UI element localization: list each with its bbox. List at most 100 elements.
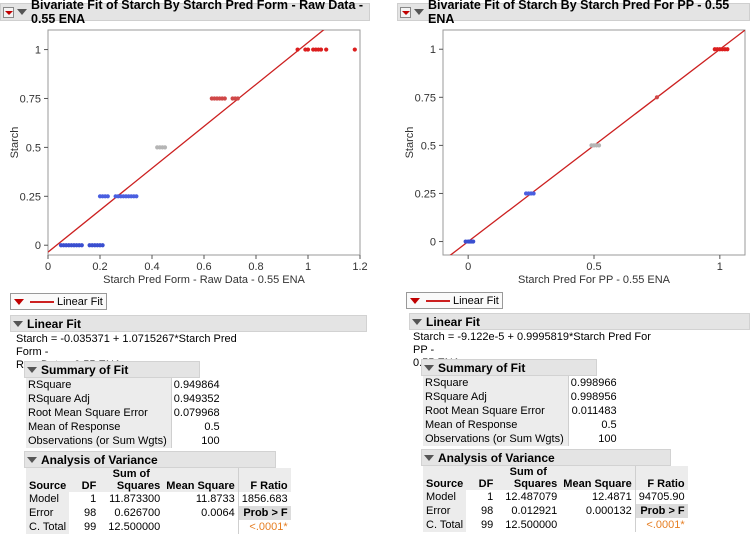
y-tick-label: 0.5: [26, 142, 41, 154]
data-point: [162, 145, 168, 150]
data-point: [324, 47, 329, 52]
summary-value: 0.079968: [173, 407, 220, 419]
anova-row: Model 1 11.873300 11.8733 1856.683: [26, 492, 291, 506]
y-tick-label: 0.25: [20, 191, 41, 203]
anova-col-header[interactable]: Mean Square: [163, 468, 239, 492]
fit-line: [48, 30, 325, 253]
anova-cell: 1: [90, 493, 97, 505]
right-linear-fit-header[interactable]: Linear Fit: [409, 313, 750, 330]
anova-col-header[interactable]: Sum of Squares: [496, 466, 561, 490]
x-tick-label: 1.2: [352, 261, 367, 273]
anova-col-header[interactable]: Sum of Squares: [99, 468, 164, 492]
summary-value: 0.949864: [173, 379, 220, 391]
anova-cell: Error: [26, 506, 70, 520]
left-outline-header[interactable]: Bivariate Fit of Starch By Starch Pred F…: [0, 0, 370, 26]
anova-row: Error 98 0.626700 0.0064 Prob > F: [26, 506, 291, 520]
summary-label: Mean of Response: [423, 418, 569, 432]
anova-cell: [163, 520, 238, 534]
collapse-triangle-icon[interactable]: [424, 364, 434, 371]
right-summary-header[interactable]: Summary of Fit: [421, 359, 597, 376]
disclosure-menu-icon[interactable]: [3, 6, 14, 18]
collapse-triangle-icon[interactable]: [27, 366, 37, 373]
anova-col-header[interactable]: F Ratio: [237, 468, 291, 492]
summary-row: RSquare Adj 0.998956: [423, 390, 621, 404]
anova-row: C. Total 99 12.500000 <.0001*: [423, 518, 688, 532]
summary-value: 0.011483: [571, 405, 617, 417]
data-point: [305, 47, 311, 52]
collapse-triangle-icon[interactable]: [13, 320, 23, 327]
left-linear-fit-header[interactable]: Linear Fit: [10, 315, 367, 332]
collapse-triangle-icon[interactable]: [27, 456, 37, 463]
data-point: [596, 143, 602, 148]
anova-col-header[interactable]: DF: [466, 466, 497, 490]
collapse-triangle-icon[interactable]: [412, 318, 422, 325]
right-panel: Bivariate Fit of Starch By Starch Pred F…: [397, 0, 750, 539]
left-anova-header[interactable]: Analysis of Variance: [24, 451, 276, 468]
legend-label: Linear Fit: [57, 295, 103, 308]
left-legend[interactable]: Linear Fit: [10, 293, 107, 310]
data-point: [235, 96, 240, 101]
anova-col-header[interactable]: DF: [69, 468, 100, 492]
legend-menu-icon[interactable]: [14, 298, 24, 305]
anova-cell: Prob > F: [634, 504, 688, 518]
legend-menu-icon[interactable]: [410, 297, 420, 304]
anova-cell: Error: [423, 504, 467, 518]
anova-col-header[interactable]: Source: [423, 466, 467, 490]
linear-fit-title: Linear Fit: [27, 316, 82, 331]
y-tick-label: 1: [35, 45, 41, 57]
summary-row: RSquare 0.998966: [423, 376, 621, 390]
right-outline-header[interactable]: Bivariate Fit of Starch By Starch Pred F…: [397, 0, 750, 26]
anova-cell: 99: [481, 519, 494, 531]
data-point: [100, 243, 105, 248]
right-summary-table: RSquare 0.998966 RSquare Adj 0.998956 Root M…: [423, 376, 621, 446]
plot-frame: [47, 29, 361, 256]
right-legend[interactable]: Linear Fit: [406, 292, 503, 309]
anova-col-header[interactable]: F Ratio: [634, 466, 688, 490]
collapse-triangle-icon[interactable]: [414, 9, 424, 15]
anova-cell: 11.8733: [195, 493, 235, 505]
disclosure-menu-icon[interactable]: [400, 6, 411, 18]
x-tick-label: 0.5: [586, 261, 601, 273]
summary-row: Observations (or Sum Wgts) 100: [26, 434, 224, 448]
legend-line-swatch: [426, 299, 450, 302]
anova-cell: 12.487079: [505, 491, 558, 503]
data-point: [222, 96, 227, 101]
y-tick-label: 0.25: [415, 188, 436, 200]
left-title: Bivariate Fit of Starch By Starch Pred F…: [31, 0, 364, 26]
collapse-triangle-icon[interactable]: [17, 9, 27, 15]
left-summary-table: RSquare 0.949864 RSquare Adj 0.949352 Root M…: [26, 378, 224, 448]
anova-col-header[interactable]: Mean Square: [560, 466, 636, 490]
anova-cell: 0.000132: [585, 505, 632, 517]
collapse-triangle-icon[interactable]: [424, 454, 434, 461]
anova-cell: <.0001*: [634, 518, 688, 532]
anova-row: Model 1 12.487079 12.4871 94705.90: [423, 490, 688, 504]
data-point: [134, 194, 139, 199]
anova-cell: 0.012921: [511, 505, 558, 517]
anova-cell: 1: [487, 491, 494, 503]
y-tick-label: 0: [35, 240, 41, 252]
anova-cell: 98: [84, 507, 97, 519]
summary-label: RSquare: [26, 378, 172, 392]
summary-value: 0.5: [204, 421, 220, 433]
anova-col-header[interactable]: Source: [26, 468, 70, 492]
summary-label: Observations (or Sum Wgts): [423, 432, 569, 446]
anova-title: Analysis of Variance: [438, 450, 555, 465]
y-tick-label: 0.5: [421, 140, 436, 152]
x-tick-label: 0.2: [92, 261, 107, 273]
x-tick-label: 0.6: [196, 261, 211, 273]
plot-frame: [442, 29, 746, 256]
data-point: [352, 47, 357, 52]
anova-cell: 99: [84, 521, 97, 533]
summary-row: Mean of Response 0.5: [423, 418, 621, 432]
anova-cell: 94705.90: [634, 490, 688, 504]
anova-col-header-line: Squares: [513, 478, 558, 490]
left-summary-header[interactable]: Summary of Fit: [24, 361, 200, 378]
data-point: [531, 191, 536, 196]
summary-label: RSquare: [423, 376, 569, 390]
x-tick-label: 1: [305, 261, 311, 273]
right-anova-header[interactable]: Analysis of Variance: [421, 449, 671, 466]
data-point: [654, 95, 660, 100]
summary-value: 100: [598, 433, 617, 445]
summary-row: RSquare 0.949864: [26, 378, 224, 392]
